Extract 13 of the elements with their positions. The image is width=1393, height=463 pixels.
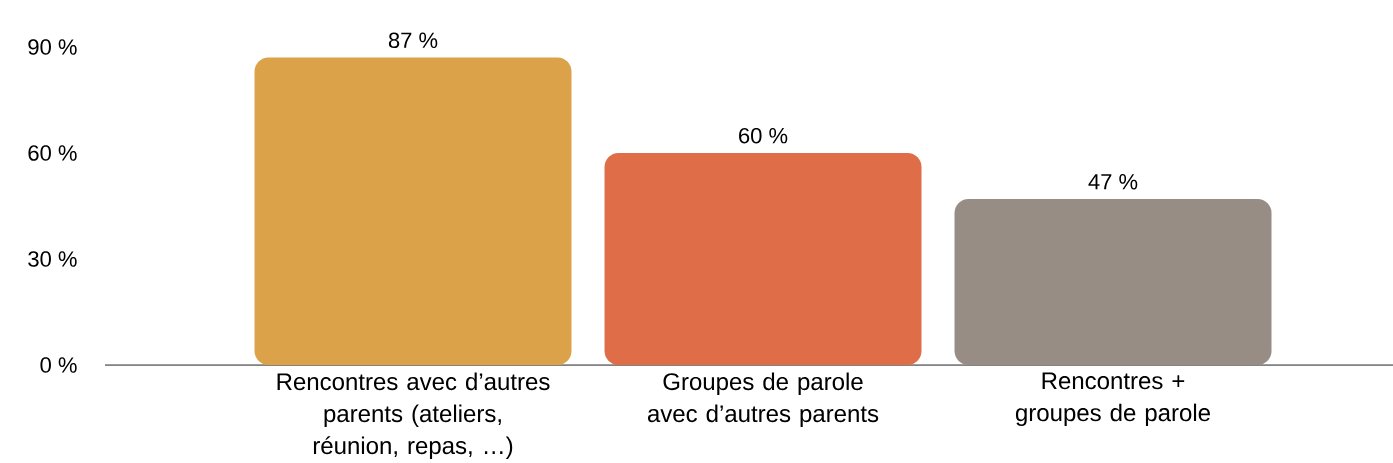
y-tick-label: 60 % — [28, 145, 77, 161]
y-tick-label: 90 % — [28, 39, 77, 55]
data-label: 87 % — [388, 32, 438, 49]
x-tick-label: Rencontres avec d’autres parents (ateliers, réunion, repas, …) — [277, 372, 550, 459]
bar — [254, 57, 572, 365]
bar — [954, 198, 1272, 365]
y-tick-label: 30 % — [28, 251, 77, 267]
x-tick-label: Groupes de parole avec d’autres parents — [647, 372, 879, 427]
x-tick-label: Rencontres + groupes de parole — [1015, 372, 1210, 427]
bar — [604, 152, 922, 365]
data-label: 47 % — [1088, 174, 1138, 190]
data-label: 60 % — [739, 127, 788, 144]
y-tick-label: 0 % — [40, 357, 77, 373]
